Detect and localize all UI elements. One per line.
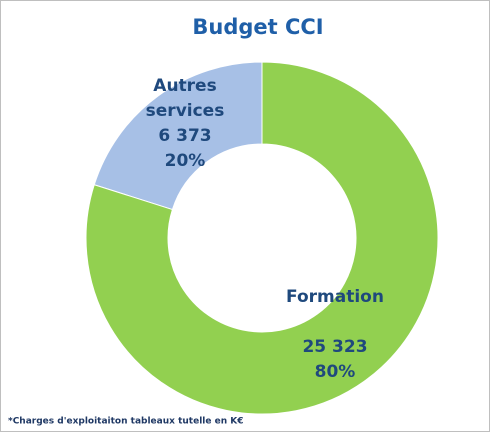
footnote: *Charges d'exploitaiton tableaux tutelle… xyxy=(8,417,244,427)
chart-title: Budget CCI xyxy=(192,15,323,39)
value-label: 25 323 xyxy=(302,337,367,357)
donut-slice xyxy=(85,61,439,415)
category-label: Autres xyxy=(153,76,216,96)
percent-label: 20% xyxy=(165,151,206,171)
value-label: 6 373 xyxy=(158,126,211,146)
percent-label: 80% xyxy=(315,362,356,382)
donut-slice xyxy=(93,61,263,211)
category-label: Formation xyxy=(286,287,384,307)
category-label: services xyxy=(146,101,225,121)
